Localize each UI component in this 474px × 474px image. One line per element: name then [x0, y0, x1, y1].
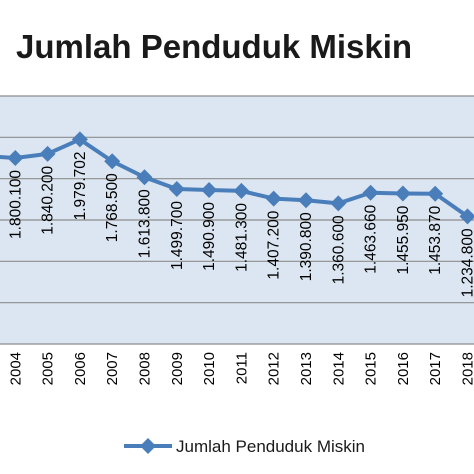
data-label: 1.360.600 — [330, 215, 347, 284]
legend-label: Jumlah Penduduk Miskin — [176, 437, 365, 456]
x-tick-label: 2008 — [137, 352, 154, 385]
x-tick-label: 2006 — [72, 352, 89, 385]
x-tick-label: 2018 — [460, 352, 474, 385]
data-label: 1.840.200 — [40, 165, 57, 234]
data-labels: 1.800.100 1.840.200 1.979.702 1.768.500 1.61… — [7, 151, 474, 297]
data-point — [362, 184, 379, 201]
data-point — [39, 145, 56, 162]
x-tick-label: 2016 — [395, 352, 412, 385]
data-point — [459, 208, 474, 225]
x-tick-label: 2017 — [427, 352, 444, 385]
data-point — [330, 195, 347, 212]
x-tick-label: 2009 — [169, 352, 186, 385]
x-tick-label: 2014 — [330, 352, 347, 385]
data-label: 1.499.700 — [169, 201, 186, 270]
data-point — [71, 131, 88, 148]
data-label: 1.407.200 — [266, 210, 283, 279]
chart-title: Jumlah Penduduk Miskin — [16, 28, 412, 65]
data-label: 1.481.300 — [233, 203, 250, 272]
x-tick-label: 2010 — [201, 352, 218, 385]
data-point — [394, 185, 411, 202]
data-label: 1.463.660 — [363, 204, 380, 273]
data-point — [168, 181, 185, 198]
data-point — [298, 192, 314, 209]
data-point — [136, 169, 153, 186]
legend: Jumlah Penduduk Miskin — [124, 437, 365, 456]
data-point — [427, 185, 444, 202]
data-label: 1.455.950 — [395, 205, 412, 274]
data-label: 1.613.800 — [137, 189, 154, 258]
legend-marker — [140, 438, 156, 454]
data-label: 1.234.800 — [460, 228, 474, 297]
x-tick-label: 2005 — [40, 352, 57, 385]
data-point — [201, 181, 218, 198]
x-tick-label: 2011 — [233, 352, 250, 384]
data-point — [233, 182, 250, 199]
data-label: 1.979.702 — [72, 151, 89, 220]
data-point — [7, 149, 24, 166]
data-label: 1.390.800 — [298, 212, 315, 281]
x-tick-label: 2012 — [266, 352, 283, 385]
data-point — [104, 153, 121, 170]
data-label: 1.768.500 — [104, 173, 121, 242]
x-tick-label: 2004 — [7, 352, 24, 385]
data-label: 1.800.100 — [7, 170, 24, 239]
data-point — [265, 190, 282, 207]
x-tick-label: 2007 — [104, 352, 121, 385]
series-path — [0, 137, 469, 219]
data-label: 1.490.900 — [201, 202, 218, 271]
gridlines — [0, 95, 474, 345]
series-line — [0, 131, 474, 225]
x-tick-label: 2013 — [298, 352, 315, 385]
data-label: 1.453.870 — [427, 205, 444, 274]
x-axis-ticks: 2003200420052006200720082009201020112012… — [7, 352, 474, 385]
x-tick-label: 2015 — [363, 352, 380, 385]
